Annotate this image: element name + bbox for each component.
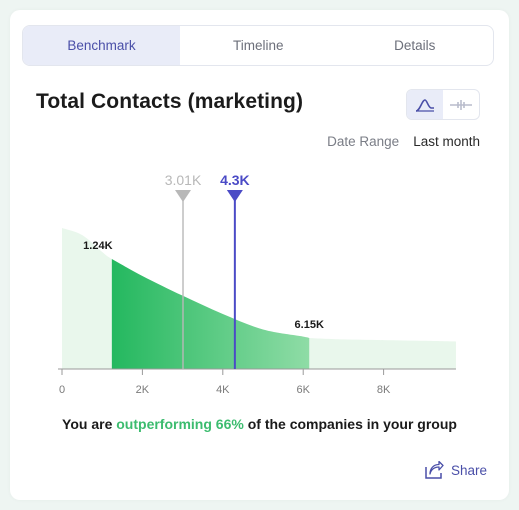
distribution-chart: 0 2K 4K 6K 8K 1.24K 6.15K 3.01K 4.3K — [58, 172, 456, 396]
x-axis-ticks: 0 2K 4K 6K 8K — [59, 369, 391, 396]
tab-benchmark[interactable]: Benchmark — [23, 26, 180, 65]
date-range: Date Range Last month — [327, 134, 480, 149]
date-range-select[interactable]: Last month — [413, 134, 480, 149]
range-bar-icon — [450, 99, 472, 110]
summary-prefix: You are — [62, 416, 117, 432]
x-tick-label: 0 — [59, 384, 65, 396]
tab-bar: Benchmark Timeline Details — [22, 25, 494, 66]
x-tick-label: 4K — [216, 384, 230, 396]
share-icon — [425, 461, 444, 479]
markers: 3.01K 4.3K — [165, 172, 250, 369]
x-tick-label: 2K — [136, 384, 150, 396]
benchmark-marker-triangle — [175, 190, 192, 202]
distribution-curve-icon — [415, 98, 434, 112]
percentile-range-area — [111, 259, 310, 369]
you-marker-label: 4.3K — [220, 172, 250, 188]
benchmark-card: Benchmark Timeline Details Total Contact… — [10, 10, 509, 500]
share-button[interactable]: Share — [424, 461, 487, 479]
summary-text: You are outperforming 66% of the compani… — [10, 416, 509, 432]
you-marker-triangle — [226, 190, 243, 202]
tab-details[interactable]: Details — [394, 38, 436, 53]
page-title: Total Contacts (marketing) — [36, 90, 304, 113]
tab-timeline[interactable]: Timeline — [232, 38, 284, 53]
benchmark-marker-label: 3.01K — [165, 172, 202, 188]
distribution-view-button[interactable] — [407, 90, 443, 119]
range-labels: 1.24K 6.15K — [83, 240, 324, 331]
share-label: Share — [450, 462, 487, 478]
range-view-button[interactable] — [443, 90, 479, 119]
summary-highlight: outperforming 66% — [116, 416, 244, 432]
x-tick-label: 6K — [296, 384, 310, 396]
range-label: 1.24K — [83, 240, 112, 252]
view-toggle — [406, 89, 480, 120]
summary-suffix: of the companies in your group — [243, 416, 457, 432]
x-tick-label: 8K — [377, 384, 391, 396]
range-label: 6.15K — [295, 319, 324, 331]
date-range-label: Date Range — [327, 134, 400, 149]
